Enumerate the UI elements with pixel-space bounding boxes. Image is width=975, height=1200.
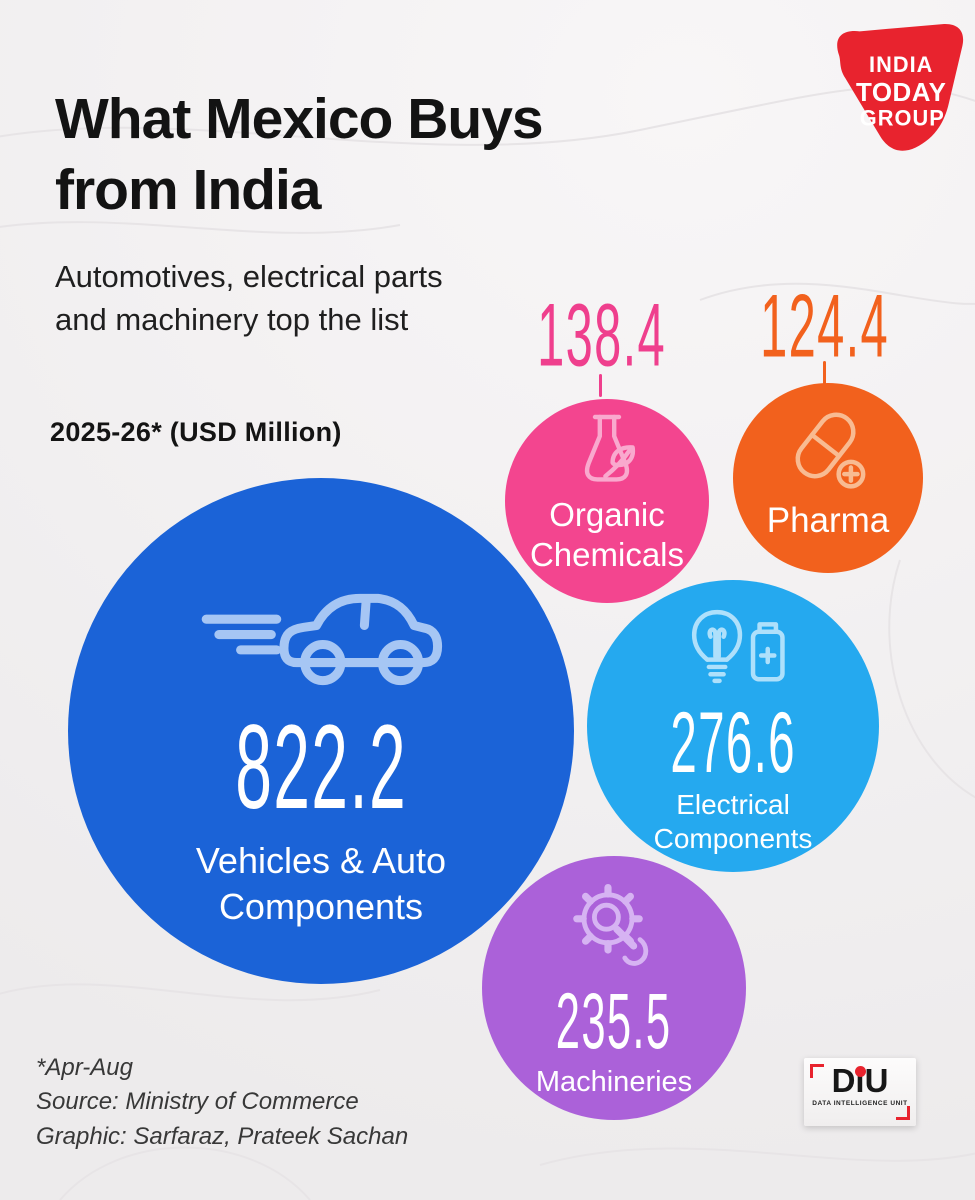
bulb-battery-icon xyxy=(691,609,785,684)
bubble-machineries: 235.5 Machineries xyxy=(482,856,746,1120)
pharma-connector-line xyxy=(823,361,826,387)
diu-tagline: DATA INTELLIGENCE UNIT xyxy=(812,1100,908,1107)
diu-logo: DiU DATA INTELLIGENCE UNIT xyxy=(804,1058,916,1126)
diu-bracket-bottom-right xyxy=(896,1106,910,1120)
logo-shape xyxy=(837,23,964,151)
footnote-period: *Apr-Aug xyxy=(36,1054,133,1081)
footnote-credit: Graphic: Sarfaraz, Prateek Sachan xyxy=(36,1122,409,1150)
bubble-value: 235.5 xyxy=(556,975,672,1065)
subtitle-line-2: and machinery top the list xyxy=(55,301,409,337)
bubble-label: Machineries xyxy=(535,1066,693,1098)
bubble-label: Electrical Components xyxy=(653,789,813,855)
flask-leaf-icon xyxy=(584,414,636,482)
bubble-organic-chemicals: Organic Chemicals xyxy=(505,399,709,603)
logo-text-today: TODAY xyxy=(856,79,946,107)
bubble-label: Organic Chemicals xyxy=(529,496,685,574)
gear-wrench-icon xyxy=(573,884,649,966)
bubble-label: Vehicles & Auto Components xyxy=(195,840,447,928)
india-today-group-logo: INDIA TODAY GROUP xyxy=(837,23,964,151)
organic-connector-line xyxy=(599,374,602,397)
organic-chemicals-value: 138.4 xyxy=(537,284,667,385)
subtitle-line-1: Automotives, electrical parts xyxy=(55,259,443,294)
diu-bracket-top-left xyxy=(810,1064,824,1078)
diu-red-dot xyxy=(855,1066,866,1077)
title-line-1: What Mexico Buys xyxy=(55,87,544,151)
bubble-value: 276.6 xyxy=(670,695,796,792)
footnote-block: *Apr-Aug Source: Ministry of Commerce Gr… xyxy=(36,1051,408,1154)
logo-text-group: GROUP xyxy=(860,106,945,131)
bubble-label: Pharma xyxy=(766,501,890,540)
car-icon xyxy=(201,593,443,686)
unit-label: 2025-26* (USD Million) xyxy=(50,417,342,447)
bubble-vehicles-auto: 822.2 Vehicles & Auto Components xyxy=(68,478,574,984)
footnote-source: Source: Ministry of Commerce xyxy=(36,1088,359,1116)
bubble-electrical-components: 276.6 Electrical Components xyxy=(587,580,879,872)
logo-text-india: INDIA xyxy=(869,52,933,77)
capsule-plus-icon xyxy=(795,412,866,489)
bubble-value: 822.2 xyxy=(235,699,407,835)
page-subtitle: Automotives, electrical parts and machin… xyxy=(55,256,443,342)
pharma-value: 124.4 xyxy=(760,275,889,376)
bubble-pharma: Pharma xyxy=(733,383,923,573)
title-line-2: from India xyxy=(55,157,322,222)
page-title: What Mexico Buys from India xyxy=(55,84,544,225)
